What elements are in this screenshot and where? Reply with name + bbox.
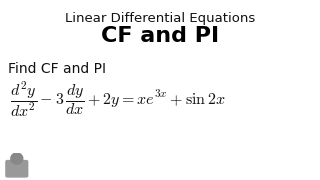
Text: CF and PI: CF and PI — [101, 26, 219, 46]
Circle shape — [11, 153, 23, 164]
Text: $\dfrac{d^2y}{dx^2} - 3\,\dfrac{dy}{dx} + 2y = xe^{3x} + \sin 2x$: $\dfrac{d^2y}{dx^2} - 3\,\dfrac{dy}{dx} … — [10, 80, 226, 120]
Text: Linear Differential Equations: Linear Differential Equations — [65, 12, 255, 25]
FancyBboxPatch shape — [6, 161, 28, 177]
Text: Find CF and PI: Find CF and PI — [8, 62, 106, 76]
